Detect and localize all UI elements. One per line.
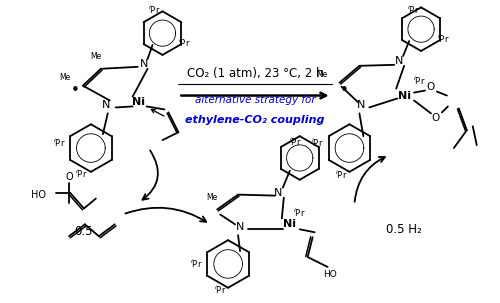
Text: $^i$Pr: $^i$Pr: [413, 75, 426, 87]
Text: N: N: [357, 101, 366, 111]
Text: N: N: [102, 101, 110, 111]
Text: $^i$Pr: $^i$Pr: [436, 33, 449, 45]
Text: 0.5: 0.5: [74, 225, 92, 238]
Text: O: O: [65, 172, 73, 182]
Text: $^i$Pr: $^i$Pr: [407, 3, 420, 15]
Text: Me: Me: [316, 70, 328, 79]
Text: $^i$Pr: $^i$Pr: [178, 37, 190, 49]
Text: $^i$Pr: $^i$Pr: [335, 168, 347, 181]
Text: $^i$Pr: $^i$Pr: [214, 284, 226, 296]
Text: $^i$Pr: $^i$Pr: [190, 258, 202, 270]
Text: Me: Me: [206, 193, 218, 202]
Text: Ni: Ni: [132, 98, 145, 108]
Text: $^i$Pr: $^i$Pr: [294, 206, 306, 219]
Text: N: N: [274, 188, 282, 198]
Text: Ni: Ni: [398, 91, 410, 101]
Text: CO₂ (1 atm), 23 °C, 2 h: CO₂ (1 atm), 23 °C, 2 h: [186, 67, 323, 80]
Text: $^i$Pr: $^i$Pr: [74, 168, 87, 180]
Text: $^i$Pr: $^i$Pr: [53, 137, 66, 149]
Text: Me: Me: [90, 52, 102, 62]
Text: O: O: [427, 82, 435, 92]
Text: ethylene-CO₂ coupling: ethylene-CO₂ coupling: [185, 115, 324, 125]
Text: •: •: [70, 83, 80, 98]
Text: $^i$Pr: $^i$Pr: [288, 136, 301, 148]
Text: HO: HO: [322, 270, 336, 279]
Text: O: O: [432, 113, 440, 123]
Text: N: N: [395, 56, 404, 66]
Text: alternative strategy for: alternative strategy for: [194, 95, 316, 105]
Text: Ni: Ni: [284, 219, 296, 229]
Text: N: N: [236, 222, 244, 232]
Text: HO: HO: [31, 190, 46, 200]
Text: Me: Me: [60, 73, 71, 82]
Text: 0.5 H₂: 0.5 H₂: [386, 223, 422, 236]
Text: $^i$Pr: $^i$Pr: [312, 137, 324, 149]
Text: •: •: [340, 83, 349, 98]
Text: $^i$Pr: $^i$Pr: [148, 3, 161, 15]
Text: N: N: [140, 59, 148, 69]
